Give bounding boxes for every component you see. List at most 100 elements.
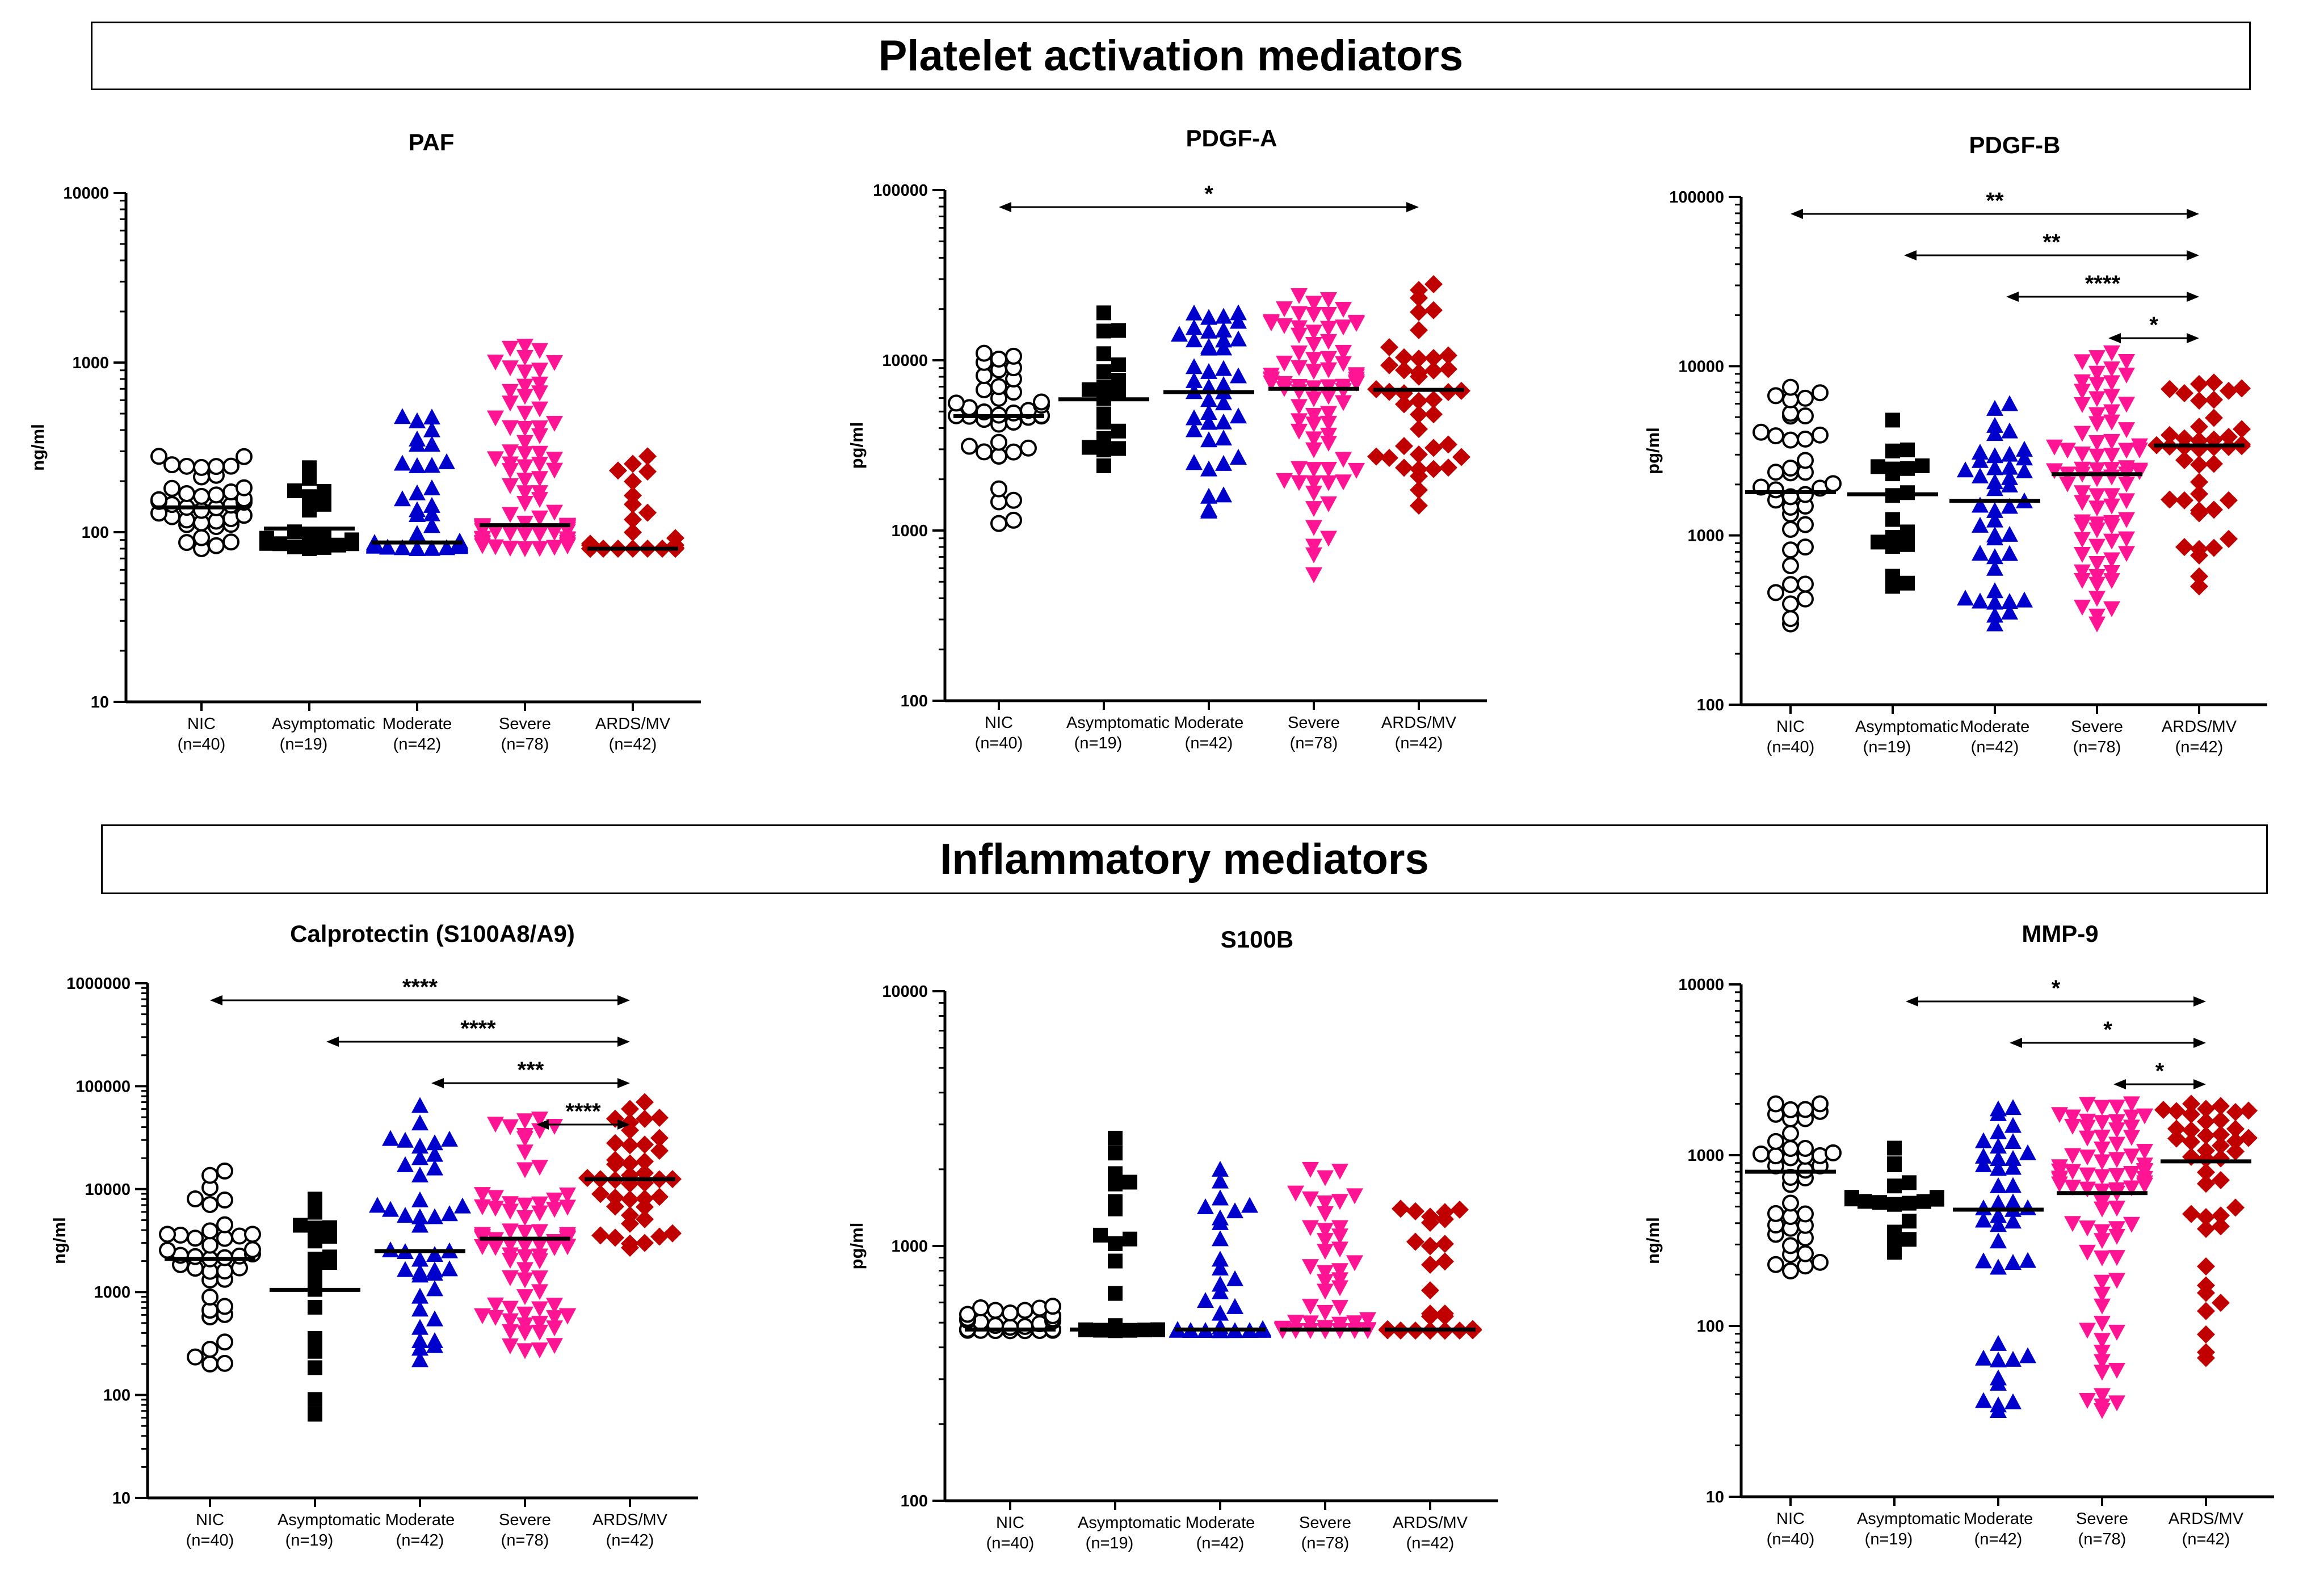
data-point [502,340,519,357]
data-point [516,1113,533,1130]
y-tick-label: 10000 [85,1181,131,1199]
x-tick-n-label: (n=78) [2073,738,2121,756]
data-point [1392,1199,1410,1218]
data-point [193,458,210,476]
data-point [1424,439,1443,457]
data-point [302,460,317,475]
data-point [2239,1101,2258,1120]
data-point [1957,461,1974,478]
data-point [1320,496,1337,512]
chart-panel-3: Calprotectin (S100A8/A9) ng/ml 10 100 1000 10… [49,920,698,1550]
data-point [1005,511,1022,529]
data-point [2190,455,2208,474]
y-tick-label: 100 [901,692,928,710]
data-point [1797,389,1814,407]
x-tick-n-label: (n=40) [986,1534,1035,1552]
x-tick-label: Moderate [1174,714,1244,732]
data-point [650,1109,669,1127]
data-point [1320,406,1337,422]
data-point [2190,418,2208,436]
data-point [1276,318,1293,334]
data-point [1797,575,1814,593]
data-point [1348,462,1365,479]
data-point [308,1344,322,1359]
x-tick-n-label: (n=42) [1196,1534,1245,1552]
data-point [502,1300,519,1317]
data-point [546,504,563,521]
data-point [2212,1097,2230,1115]
data-point [2108,1395,2125,1412]
data-point [1986,425,2003,441]
data-point [2118,512,2135,528]
data-point [1767,1132,1784,1150]
data-point [2212,1111,2230,1130]
data-point [1782,541,1799,559]
data-point [411,1319,428,1335]
data-point [516,1224,533,1241]
data-point [1186,372,1203,388]
data-point [2088,591,2106,607]
data-point [1212,1230,1229,1247]
data-point [2051,1107,2068,1123]
data-point [487,1117,504,1133]
data-point [308,1407,322,1422]
data-point [201,1355,218,1373]
y-tick-label: 10000 [63,184,109,203]
data-point [502,1338,519,1355]
data-point [322,1249,337,1265]
data-point [546,1298,563,1314]
data-point [1317,1233,1334,1249]
data-point [1410,445,1428,464]
data-point [1226,1270,1243,1286]
data-point [1436,1252,1454,1271]
data-point [1230,448,1247,465]
data-point [1111,373,1126,388]
data-point [1291,475,1308,491]
data-point [382,1130,399,1146]
data-point [216,1162,233,1180]
data-point [1302,1220,1319,1236]
data-point [1410,321,1428,339]
data-point [2103,573,2120,590]
data-point [2175,451,2193,469]
data-point [516,406,533,422]
data-point [2004,1159,2022,1175]
data-point [2088,407,2106,423]
data-point [1797,590,1814,608]
comparison-arrowhead [2010,1038,2022,1048]
data-point [502,456,519,473]
data-point [293,1218,308,1233]
data-point [1305,407,1322,424]
data-point [2004,1350,2022,1367]
data-point [2205,538,2223,557]
data-point [2136,1157,2153,1174]
data-point [2118,460,2135,477]
data-point [1348,367,1365,384]
data-point [411,1149,428,1165]
data-point [2212,1217,2230,1236]
data-point [1276,376,1293,392]
data-point [1421,1255,1439,1274]
data-point [411,1332,428,1349]
data-point [441,1130,458,1147]
data-point [2108,1273,2125,1289]
data-point [1320,321,1337,337]
data-point [2001,422,2018,439]
data-point [2175,491,2193,510]
data-point [546,355,563,371]
data-point [394,490,411,507]
data-point [1096,346,1111,361]
data-point [1424,361,1443,380]
data-point [178,457,195,475]
comparison-arrowhead [2193,1079,2206,1089]
data-point [2182,1121,2200,1140]
x-tick-n-label: (n=78) [1301,1534,1350,1552]
data-point [636,1109,654,1128]
chart-title: MMP-9 [2022,920,2098,947]
data-point [236,479,253,496]
data-point [1395,437,1413,456]
data-point [1291,288,1308,304]
data-point [1767,481,1784,499]
data-point [1395,361,1413,380]
significance-label: * [2052,976,2061,1001]
